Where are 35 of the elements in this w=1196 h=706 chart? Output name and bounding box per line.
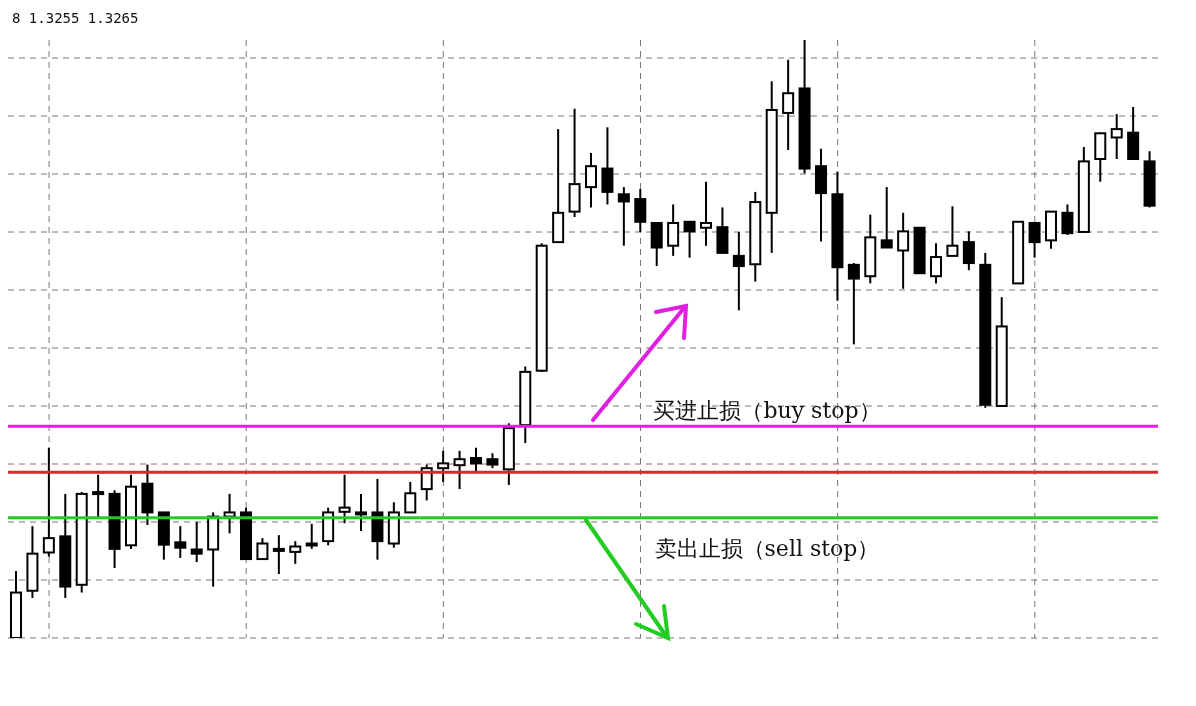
ref-line-label: 卖出止损（sell stop） [654,535,880,561]
candlestick [634,187,647,233]
candlestick [617,186,630,247]
candlestick [174,525,187,559]
candlestick [946,205,959,257]
candlestick [272,534,285,576]
candlestick [700,180,712,247]
candlestick [92,473,105,519]
candlestick [437,449,450,483]
candlestick [256,537,269,561]
candlestick [338,473,351,525]
candlestick [289,540,302,565]
candlestick [962,230,975,272]
candlestick [1061,203,1074,236]
candlestick [453,449,466,491]
candlestick [404,480,417,514]
candlestick [683,220,696,259]
candlestick [355,492,367,532]
candlestick [470,446,482,473]
candlestick [190,520,203,564]
candlestick [585,152,597,209]
candlestick [782,58,795,152]
candlestick [667,203,680,257]
candlestick [880,186,893,249]
candlestick [897,211,910,290]
candlestick [1110,113,1123,160]
candlestick [601,126,614,206]
candlestick [42,446,55,558]
candlestick [732,230,745,312]
candlestick [305,522,318,550]
candlestick [847,262,860,346]
text: 8 1.3255 1.3265 [12,10,139,26]
candlestick [1028,221,1041,259]
ref-line-label: 买进止损（buy stop） [653,398,881,424]
candlestick [930,242,942,285]
